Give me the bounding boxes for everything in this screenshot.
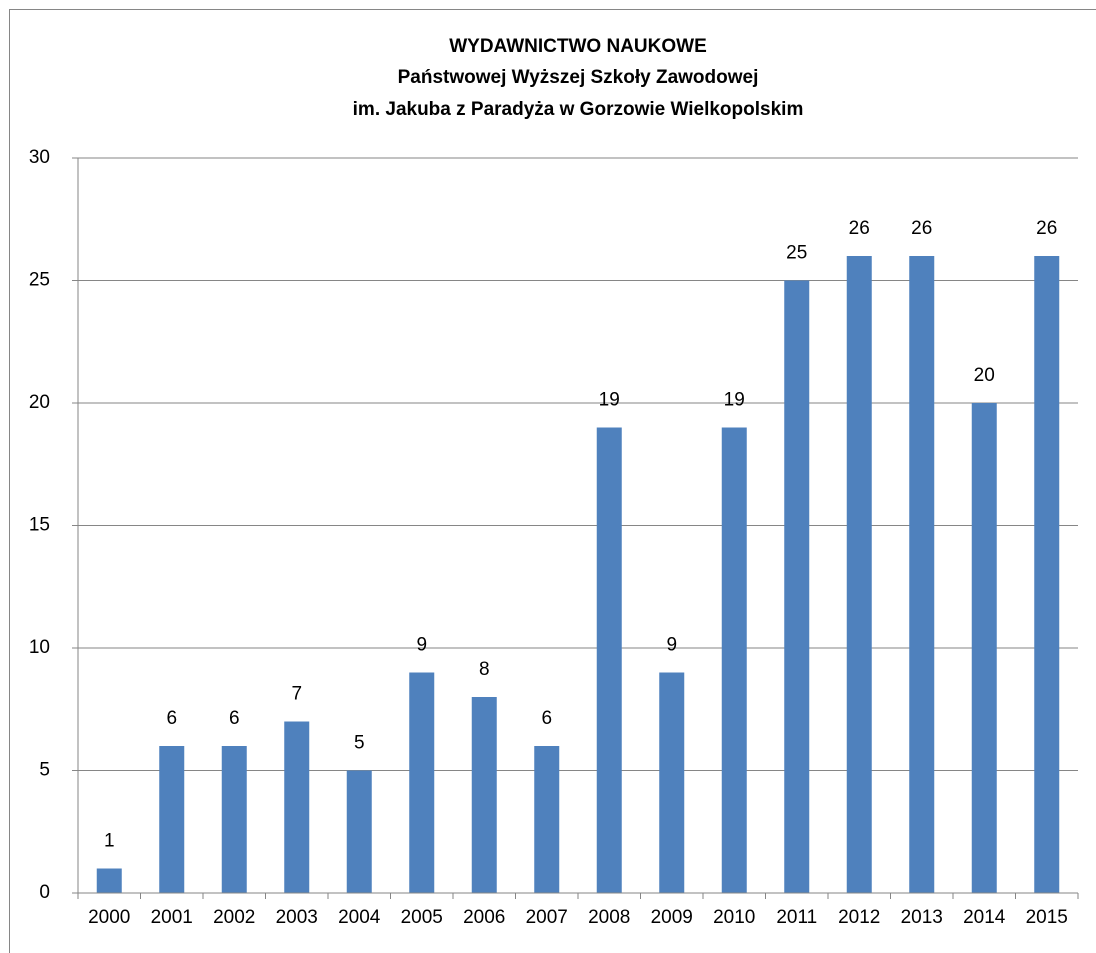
bar [534,746,560,893]
x-tick-label: 2010 [713,907,755,928]
bar [971,403,997,893]
y-tick-label: 15 [29,515,50,536]
data-label: 9 [416,635,427,656]
bar [596,427,622,893]
data-label: 26 [849,218,870,239]
x-tick-label: 2007 [526,907,568,928]
x-tick-label: 2013 [901,907,943,928]
data-label: 8 [479,659,490,680]
data-label: 6 [229,708,240,729]
chart-title: WYDAWNICTWO NAUKOWE [449,36,707,57]
bar [1034,256,1060,893]
data-label: 26 [911,218,932,239]
bar [471,697,497,893]
x-tick-label: 2000 [88,907,130,928]
y-tick-label: 30 [29,147,50,168]
x-tick-label: 2006 [463,907,505,928]
y-tick-label: 0 [39,882,50,903]
bar [284,721,310,893]
bar [346,770,372,893]
y-tick-label: 10 [29,637,50,658]
chart-title: im. Jakuba z Paradyża w Gorzowie Wielkop… [353,99,804,120]
bar [659,672,685,893]
chart-title: Państwowej Wyższej Szkoły Zawodowej [398,67,759,88]
bar [846,256,872,893]
bar [784,280,810,893]
data-label: 25 [786,243,807,264]
data-label: 6 [541,708,552,729]
x-tick-label: 2012 [838,907,880,928]
data-label: 1 [104,831,115,852]
bar [159,746,185,893]
bar [721,427,747,893]
data-label: 20 [974,365,995,386]
x-tick-label: 2008 [588,907,630,928]
bar [96,868,122,893]
y-tick-label: 20 [29,392,50,413]
data-label: 6 [166,708,177,729]
data-label: 5 [354,733,365,754]
x-tick-label: 2014 [963,907,1006,928]
x-tick-label: 2004 [338,907,381,928]
data-label: 19 [599,390,620,411]
x-tick-label: 2003 [276,907,318,928]
bar [909,256,935,893]
x-tick-label: 2002 [213,907,255,928]
y-tick-label: 5 [39,760,50,781]
bar [409,672,435,893]
x-tick-label: 2005 [401,907,443,928]
data-label: 9 [666,635,677,656]
data-label: 19 [724,390,745,411]
bar [221,746,247,893]
data-label: 7 [291,684,302,705]
x-tick-label: 2011 [776,907,817,928]
y-tick-label: 25 [29,270,50,291]
data-label: 26 [1036,218,1057,239]
x-tick-label: 2015 [1026,907,1068,928]
x-tick-label: 2001 [151,907,193,928]
x-tick-label: 2009 [651,907,693,928]
